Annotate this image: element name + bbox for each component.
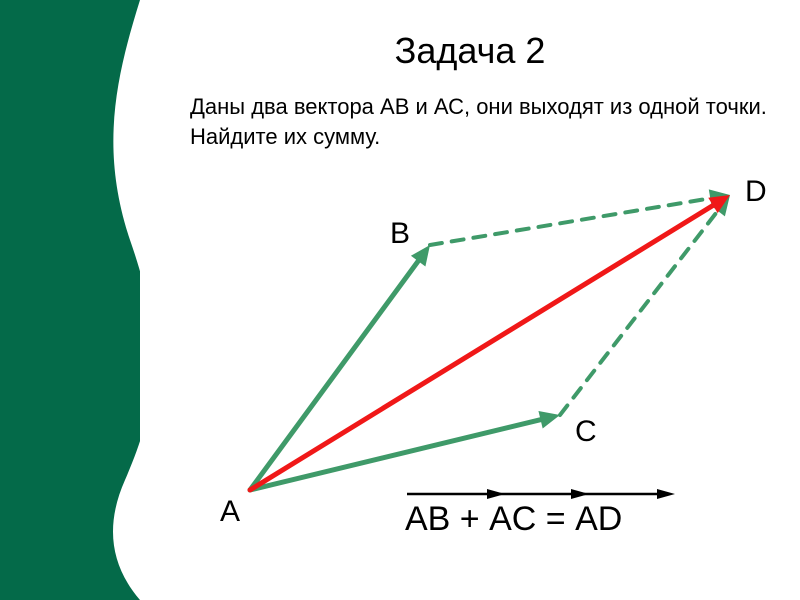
formula-vector-AB: AB bbox=[405, 490, 450, 539]
formula-op: = bbox=[536, 500, 575, 538]
vector-over-arrow-icon bbox=[575, 488, 675, 500]
content-area: Задача 2 Даны два вектора АВ и АС, они в… bbox=[140, 0, 800, 600]
formula-vector-AC: AC bbox=[489, 490, 536, 539]
formula-vector-text: AD bbox=[575, 500, 622, 538]
formula-vector-text: AB bbox=[405, 500, 450, 538]
point-label-B: B bbox=[390, 217, 410, 251]
problem-statement: Даны два вектора АВ и АС, они выходят из… bbox=[190, 92, 770, 151]
sidebar-band bbox=[0, 0, 140, 600]
formula: AB + AC = AD bbox=[405, 490, 622, 539]
formula-vector-text: AC bbox=[489, 500, 536, 538]
point-label-D: D bbox=[745, 175, 767, 209]
point-label-A: A bbox=[220, 495, 240, 529]
page-title: Задача 2 bbox=[140, 30, 800, 72]
formula-op: + bbox=[450, 500, 489, 538]
vector-diagram: AB + AC = AD ABCD bbox=[140, 150, 800, 530]
point-label-C: C bbox=[575, 415, 597, 449]
formula-vector-AD: AD bbox=[575, 490, 622, 539]
diagram-svg bbox=[140, 150, 800, 530]
